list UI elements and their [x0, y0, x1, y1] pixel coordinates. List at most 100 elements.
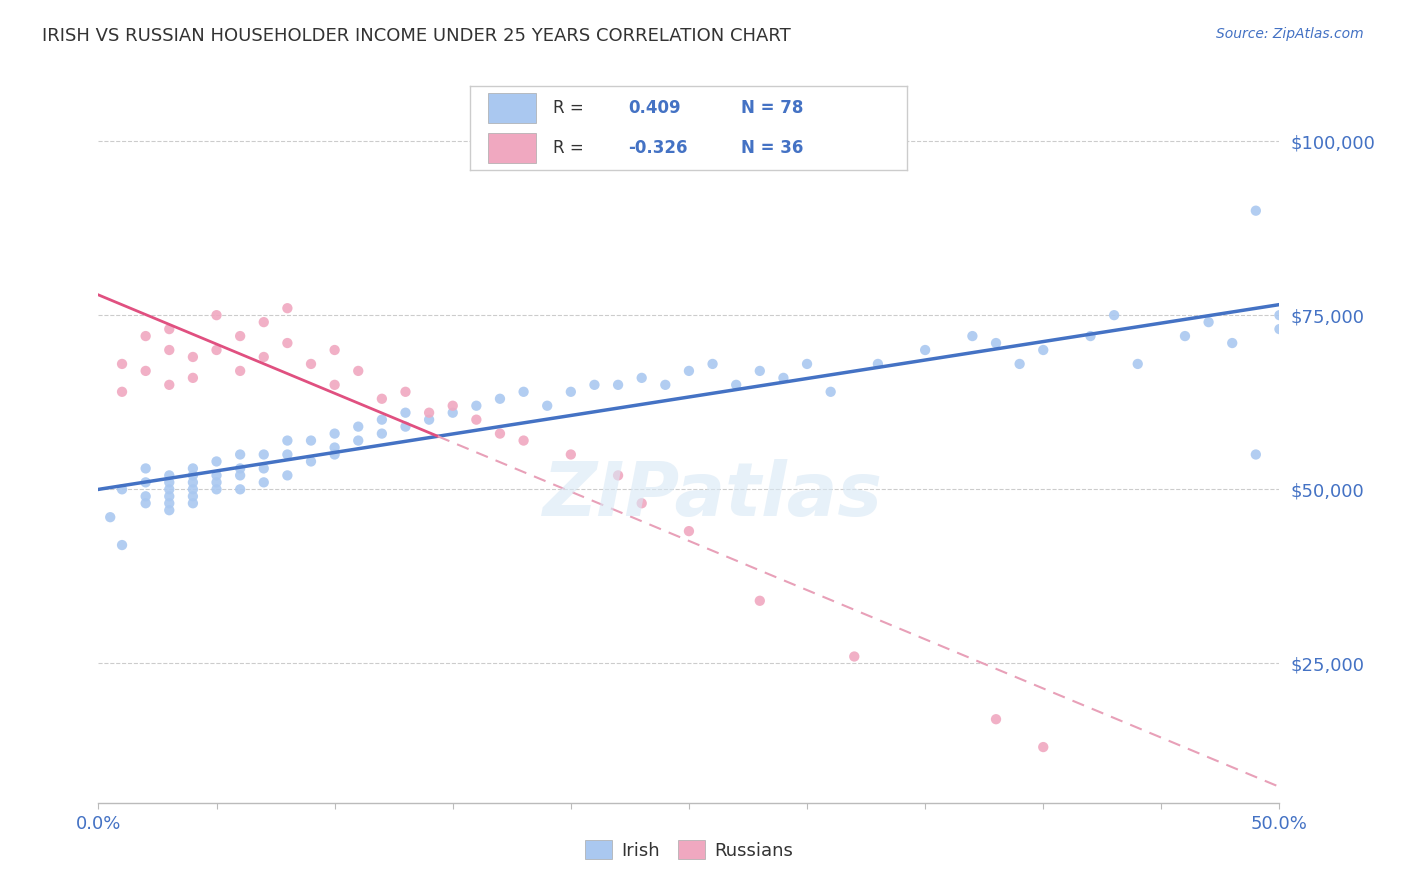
Point: [111, 538, 134, 552]
Point: [299, 454, 322, 468]
Point: [984, 712, 1007, 726]
Point: [323, 426, 346, 441]
Point: [181, 461, 204, 475]
Point: [205, 483, 228, 497]
Point: [796, 357, 818, 371]
Point: [394, 384, 416, 399]
Point: [962, 329, 984, 343]
Point: [1268, 322, 1291, 336]
Text: IRISH VS RUSSIAN HOUSEHOLDER INCOME UNDER 25 YEARS CORRELATION CHART: IRISH VS RUSSIAN HOUSEHOLDER INCOME UNDE…: [42, 27, 792, 45]
Point: [157, 343, 180, 357]
Point: [253, 475, 276, 490]
Point: [512, 384, 534, 399]
Point: [394, 406, 416, 420]
Point: [253, 315, 276, 329]
Point: [914, 343, 936, 357]
Point: [181, 496, 204, 510]
Point: [725, 377, 748, 392]
Point: [157, 322, 180, 336]
Point: [98, 510, 121, 524]
Point: [1008, 357, 1031, 371]
Point: [135, 496, 157, 510]
Point: [748, 594, 770, 608]
Point: [607, 468, 630, 483]
Point: [702, 357, 724, 371]
Point: [205, 308, 228, 322]
Point: [536, 399, 558, 413]
Point: [135, 329, 157, 343]
Point: [276, 468, 298, 483]
Point: [299, 357, 322, 371]
Point: [418, 406, 440, 420]
Point: [1244, 448, 1267, 462]
Legend: Irish, Russians: Irish, Russians: [578, 833, 800, 867]
Point: [157, 489, 180, 503]
Point: [1174, 329, 1197, 343]
Point: [157, 475, 180, 490]
Point: [678, 364, 700, 378]
Point: [347, 434, 370, 448]
Point: [1244, 203, 1267, 218]
Point: [323, 377, 346, 392]
Point: [111, 357, 134, 371]
Point: [678, 524, 700, 538]
Point: [253, 461, 276, 475]
Point: [181, 489, 204, 503]
Point: [157, 468, 180, 483]
Point: [984, 336, 1007, 351]
Point: [135, 461, 157, 475]
Point: [229, 448, 252, 462]
Point: [418, 412, 440, 426]
Point: [323, 441, 346, 455]
Point: [229, 364, 252, 378]
Point: [394, 419, 416, 434]
Point: [583, 377, 606, 392]
Point: [866, 357, 889, 371]
Point: [157, 503, 180, 517]
Point: [630, 496, 652, 510]
Point: [1102, 308, 1125, 322]
Point: [205, 343, 228, 357]
Point: [844, 649, 866, 664]
Point: [560, 384, 582, 399]
Point: [560, 448, 582, 462]
Point: [229, 483, 252, 497]
Point: [465, 399, 488, 413]
Point: [111, 384, 134, 399]
Point: [1032, 740, 1054, 755]
Point: [748, 364, 770, 378]
Point: [630, 371, 652, 385]
Point: [820, 384, 842, 399]
Point: [157, 483, 180, 497]
Point: [135, 364, 157, 378]
Point: [276, 448, 298, 462]
Point: [181, 371, 204, 385]
Point: [111, 483, 134, 497]
Point: [1198, 315, 1220, 329]
Point: [347, 419, 370, 434]
Point: [489, 426, 512, 441]
Point: [489, 392, 512, 406]
Point: [181, 483, 204, 497]
Point: [441, 399, 464, 413]
Point: [181, 468, 204, 483]
Point: [205, 468, 228, 483]
Text: ZIPatlas: ZIPatlas: [543, 459, 883, 533]
Point: [654, 377, 676, 392]
Point: [181, 475, 204, 490]
Point: [772, 371, 794, 385]
Point: [135, 489, 157, 503]
Point: [371, 426, 394, 441]
Point: [157, 496, 180, 510]
Point: [229, 468, 252, 483]
Point: [1032, 343, 1054, 357]
Point: [371, 392, 394, 406]
Point: [441, 406, 464, 420]
Point: [347, 364, 370, 378]
Point: [135, 475, 157, 490]
Point: [465, 412, 488, 426]
Point: [205, 454, 228, 468]
Point: [1080, 329, 1102, 343]
Point: [323, 448, 346, 462]
Point: [157, 377, 180, 392]
